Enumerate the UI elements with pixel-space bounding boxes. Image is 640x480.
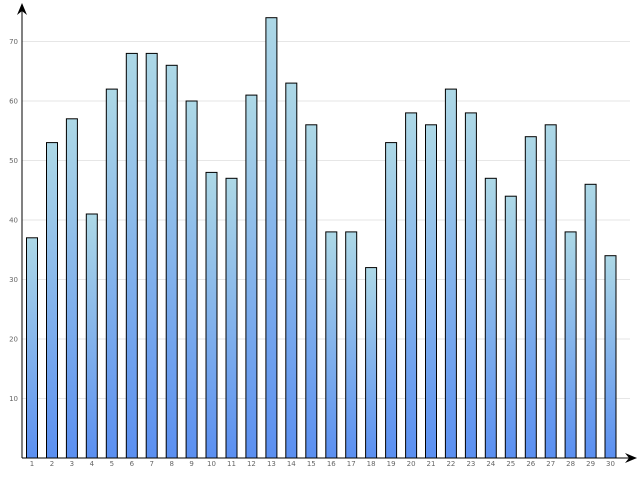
x-tick-label: 26 <box>526 460 535 468</box>
x-tick-label: 5 <box>110 460 114 468</box>
x-tick-label: 20 <box>407 460 416 468</box>
y-tick-labels: 10 20 30 40 50 60 70 <box>9 38 18 403</box>
bar-23 <box>464 112 477 459</box>
x-tick-label: 15 <box>307 460 316 468</box>
bar-20 <box>405 112 418 459</box>
x-tick-label: 28 <box>566 460 575 468</box>
x-tick-label: 7 <box>149 460 153 468</box>
bar-4 <box>85 213 98 459</box>
bar-14 <box>285 82 298 459</box>
bar-5 <box>105 88 118 459</box>
y-tick-label: 10 <box>9 395 18 403</box>
axes <box>17 3 637 463</box>
bar-26 <box>524 136 537 459</box>
bar-21 <box>425 124 437 459</box>
bar-2 <box>46 142 58 459</box>
bar-10 <box>205 171 218 459</box>
y-tick-label: 50 <box>9 157 18 165</box>
x-tick-label: 11 <box>227 460 236 468</box>
y-tick-label: 40 <box>9 217 18 225</box>
x-tick-label: 10 <box>207 460 216 468</box>
x-tick-label: 18 <box>367 460 376 468</box>
x-tick-label: 1 <box>30 460 34 468</box>
x-tick-label: 4 <box>90 460 95 468</box>
x-tick-labels: 1 2 3 4 5 6 7 8 9 10 11 12 13 14 15 16 17 18 19 20 21 22 23 24 2… <box>30 460 615 468</box>
x-tick-label: 22 <box>446 460 455 468</box>
x-tick-label: 17 <box>347 460 356 468</box>
bar-7 <box>145 52 158 459</box>
bar-3 <box>65 118 78 459</box>
bar-15 <box>305 124 318 459</box>
x-tick-label: 9 <box>189 460 193 468</box>
bar-9 <box>185 100 198 459</box>
x-tick-label: 14 <box>287 460 296 468</box>
bar-29 <box>584 183 597 459</box>
bar-22 <box>444 88 457 459</box>
bar-27 <box>544 124 557 459</box>
bar-17 <box>345 231 358 459</box>
x-tick-label: 2 <box>50 460 54 468</box>
x-tick-label: 21 <box>427 460 436 468</box>
x-tick-label: 6 <box>130 460 135 468</box>
x-tick-label: 25 <box>506 460 515 468</box>
x-tick-label: 3 <box>70 460 74 468</box>
x-tick-label: 30 <box>606 460 615 468</box>
bar-12 <box>245 94 258 459</box>
bar-28 <box>564 231 577 459</box>
bar-16 <box>325 231 338 459</box>
x-tick-label: 12 <box>247 460 256 468</box>
bars <box>26 17 617 459</box>
y-tick-label: 60 <box>9 98 18 106</box>
bar-1 <box>26 237 38 459</box>
y-tick-label: 20 <box>9 336 18 344</box>
x-tick-label: 23 <box>466 460 475 468</box>
x-tick-label: 27 <box>546 460 555 468</box>
y-tick-label: 70 <box>9 38 18 46</box>
bar-6 <box>125 52 138 459</box>
bar-19 <box>385 142 398 459</box>
x-tick-label: 16 <box>327 460 336 468</box>
x-tick-label: 19 <box>387 460 396 468</box>
x-tick-label: 24 <box>486 460 495 468</box>
bar-30 <box>604 255 617 459</box>
y-tick-label: 30 <box>9 276 18 284</box>
bar-13 <box>265 17 278 459</box>
bar-11 <box>225 177 238 459</box>
bar-25 <box>504 195 517 459</box>
x-tick-label: 29 <box>586 460 595 468</box>
bar-24 <box>484 177 497 459</box>
bar-18 <box>365 267 378 459</box>
x-axis-arrow-icon <box>625 453 637 463</box>
y-axis-arrow-icon <box>17 3 27 15</box>
bar-8 <box>165 64 178 459</box>
x-tick-label: 8 <box>169 460 173 468</box>
x-tick-label: 13 <box>267 460 276 468</box>
